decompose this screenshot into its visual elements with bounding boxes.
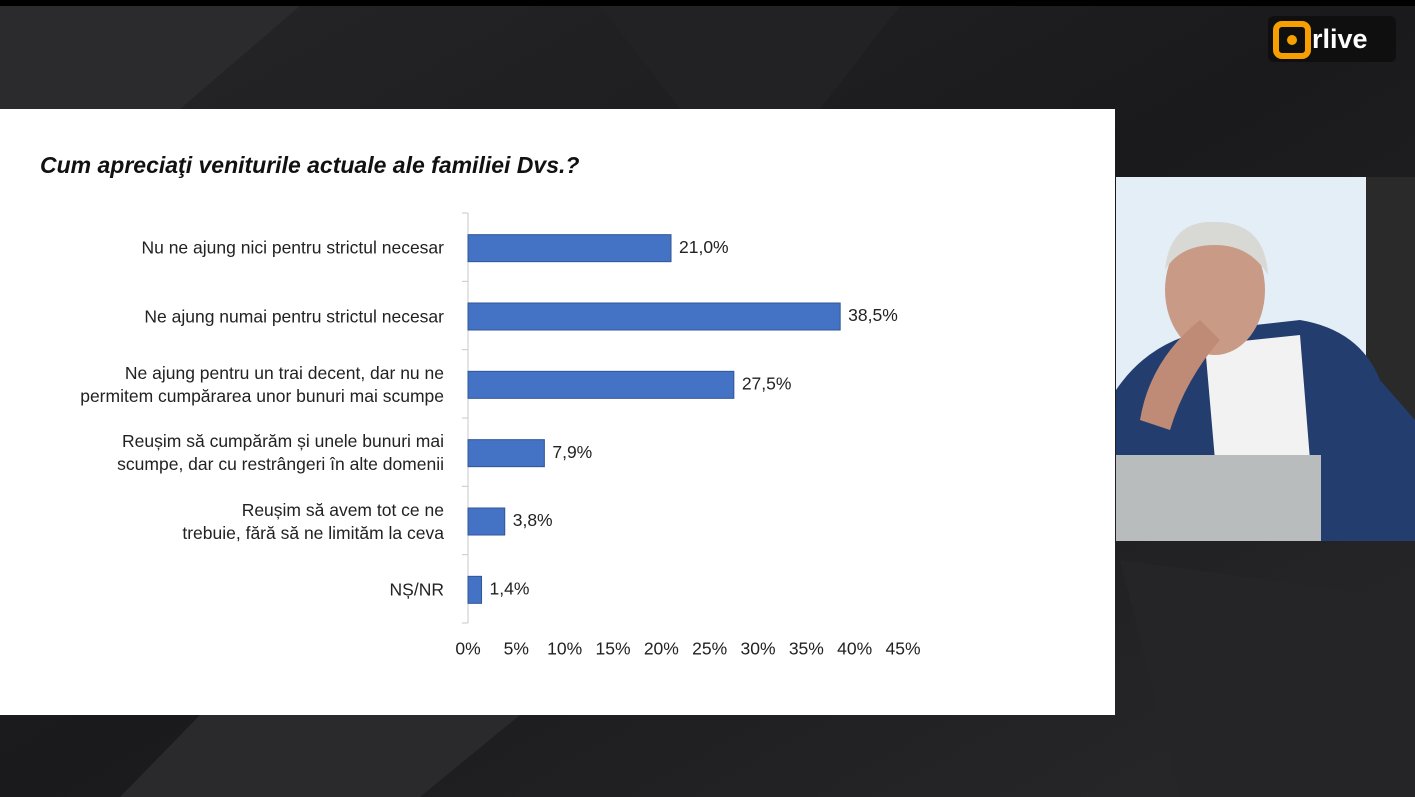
value-label: 3,8% — [513, 510, 553, 530]
x-tick-label: 15% — [595, 639, 630, 659]
bar — [467, 575, 483, 604]
category-label: Nu ne ajung nici pentru strictul necesar — [141, 237, 444, 258]
x-tick-label: 20% — [644, 639, 679, 659]
bar — [467, 439, 545, 468]
x-tick-label: 25% — [692, 639, 727, 659]
slide — [0, 109, 1115, 715]
x-tick-label: 45% — [885, 639, 920, 659]
value-label: 27,5% — [742, 373, 792, 393]
top-bar — [0, 0, 1415, 6]
category-label: NȘ/NR — [389, 579, 444, 600]
value-label: 21,0% — [679, 237, 729, 257]
person-shirt — [1205, 335, 1310, 460]
bar — [467, 302, 841, 331]
logo-text: rlive — [1312, 24, 1368, 54]
bg-facet — [0, 6, 300, 109]
person-head — [1165, 225, 1265, 355]
x-tick-label: 40% — [837, 639, 872, 659]
laptop — [1116, 455, 1321, 541]
bar — [467, 234, 672, 263]
value-label: 7,9% — [552, 442, 592, 462]
logo-icon-dot — [1287, 35, 1297, 45]
bg-facet — [120, 715, 520, 797]
bar — [467, 370, 735, 399]
bg-facet — [1120, 560, 1415, 797]
bg-facet — [600, 6, 900, 109]
category-label: Ne ajung pentru un trai decent, dar nu n… — [80, 362, 444, 406]
x-tick-label: 5% — [504, 639, 529, 659]
x-tick-label: 0% — [455, 639, 480, 659]
person-hand — [1140, 320, 1220, 430]
person-hair — [1165, 221, 1268, 275]
category-label: Reușim să cumpărăm și unele bunuri mai s… — [117, 431, 444, 475]
x-tick-label: 30% — [740, 639, 775, 659]
category-label: Reușim să avem tot ce ne trebuie, fără s… — [182, 499, 444, 543]
logo-icon — [1273, 21, 1311, 59]
x-tick-label: 35% — [789, 639, 824, 659]
value-label: 1,4% — [490, 578, 530, 598]
x-tick-label: 10% — [547, 639, 582, 659]
value-label: 38,5% — [848, 305, 898, 325]
bar — [467, 507, 506, 536]
category-label: Ne ajung numai pentru strictul necesar — [144, 306, 444, 326]
logo-box — [1268, 16, 1396, 62]
chart-title: Cum apreciaţi veniturile actuale ale fam… — [40, 152, 579, 178]
